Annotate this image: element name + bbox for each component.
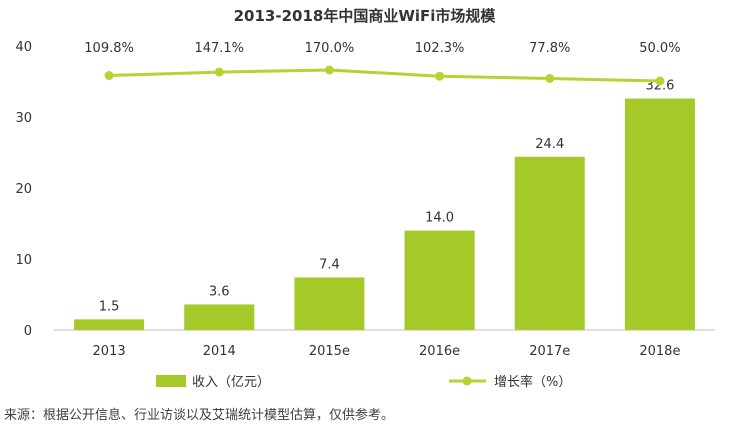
bar (74, 319, 145, 330)
legend-line-label: 增长率（%） (494, 374, 571, 390)
growth-point (545, 73, 555, 83)
growth-value-label: 147.1% (194, 41, 244, 56)
growth-value-label: 102.3% (415, 41, 465, 56)
bar (514, 156, 585, 330)
x-tick-label: 2018e (639, 344, 680, 359)
growth-value-label: 77.8% (529, 41, 570, 56)
y-tick-label: 0 (24, 324, 32, 339)
bar (294, 277, 365, 330)
y-tick-label: 30 (15, 111, 32, 126)
x-tick-label: 2013 (93, 344, 126, 359)
bar-value-label: 7.4 (319, 257, 340, 272)
growth-point (214, 67, 224, 77)
x-tick-label: 2015e (309, 344, 350, 359)
y-tick-label: 20 (15, 182, 32, 197)
legend-bar-label: 收入（亿元） (192, 375, 270, 390)
source-note: 来源：根据公开信息、行业访谈以及艾瑞统计模型估算，仅供参考。 (4, 408, 395, 423)
growth-line (109, 68, 660, 83)
x-tick-label: 2017e (529, 344, 570, 359)
growth-value-label: 109.8% (84, 41, 134, 56)
bar (184, 304, 255, 330)
chart-title: 2013-2018年中国商业WiFi市场规模 (233, 7, 496, 25)
bar-value-label: 3.6 (209, 284, 230, 299)
bar-value-label: 1.5 (99, 299, 120, 314)
bar (404, 230, 475, 330)
bar-value-label: 14.0 (425, 211, 454, 226)
growth-point (655, 76, 665, 86)
bar-value-label: 24.4 (535, 137, 564, 152)
growth-point (324, 65, 334, 75)
growth-value-label: 50.0% (639, 41, 680, 56)
bar (624, 98, 695, 330)
y-tick-label: 10 (15, 253, 32, 268)
legend-bar-swatch (156, 375, 186, 387)
growth-point (104, 71, 114, 81)
x-tick-label: 2014 (203, 344, 236, 359)
growth-point (435, 71, 445, 81)
y-tick-label: 40 (15, 40, 32, 55)
legend-line-marker (462, 376, 472, 386)
x-tick-label: 2016e (419, 344, 460, 359)
growth-value-label: 170.0% (305, 41, 355, 56)
